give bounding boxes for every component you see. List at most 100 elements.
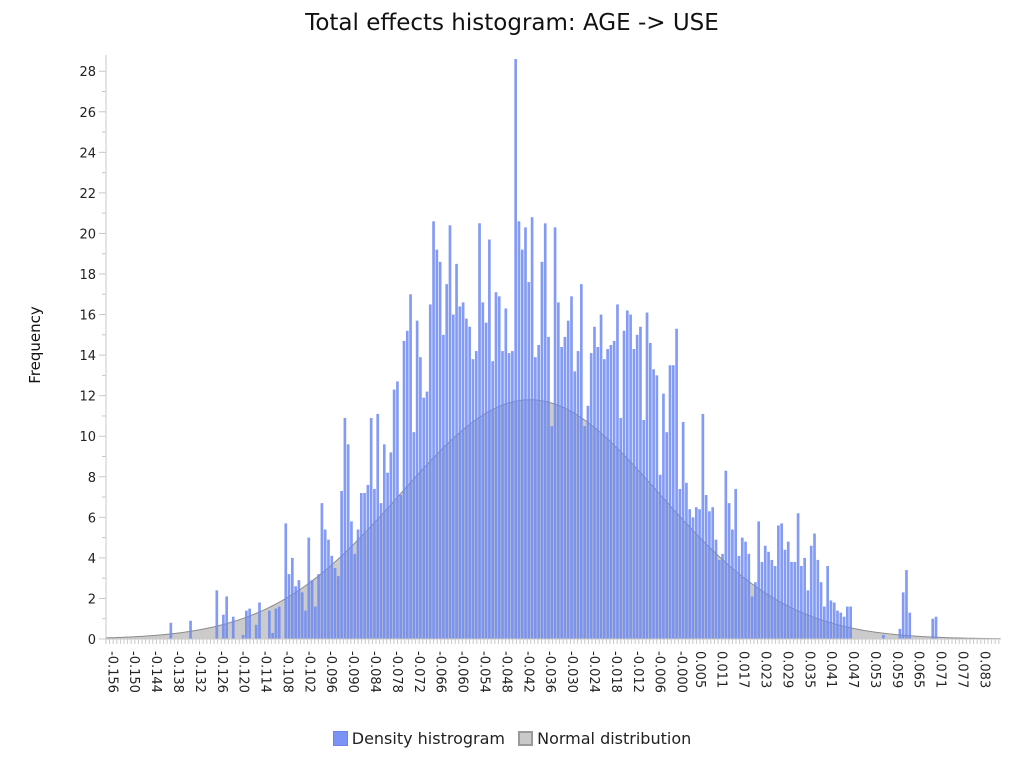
x-tick-label: 0.023 xyxy=(758,651,773,688)
histogram-bar xyxy=(586,405,590,639)
histogram-bar xyxy=(254,624,258,639)
histogram-bar xyxy=(343,417,347,639)
legend-item-histogram[interactable]: Density histrogram xyxy=(332,729,505,748)
x-tick-label: 0.017 xyxy=(736,651,751,688)
x-tick-label: -0.078 xyxy=(389,651,404,693)
histogram-bar xyxy=(530,217,534,639)
x-tick-label: -0.024 xyxy=(586,651,601,693)
histogram-bar xyxy=(609,344,613,639)
histogram-bar xyxy=(507,353,511,639)
histogram-bar xyxy=(655,375,659,639)
histogram-bar xyxy=(750,596,754,639)
histogram-bar xyxy=(448,225,452,639)
histogram-bar xyxy=(215,590,219,639)
x-tick-label: -0.132 xyxy=(192,651,207,693)
histogram-bar xyxy=(524,227,527,640)
histogram-bar xyxy=(566,320,570,639)
x-tick-label: -0.138 xyxy=(170,651,185,693)
histogram-bar xyxy=(688,509,692,639)
x-tick-label: 0.047 xyxy=(845,651,860,688)
histogram-bar xyxy=(389,452,393,639)
x-tick-label: 0.011 xyxy=(714,651,729,688)
x-tick-label: -0.054 xyxy=(477,651,492,693)
x-tick-label: -0.066 xyxy=(433,651,448,693)
x-tick-label: -0.108 xyxy=(279,651,294,693)
histogram-bar xyxy=(527,282,531,639)
histogram-bar xyxy=(898,628,902,639)
histogram-bar xyxy=(478,223,481,639)
x-tick-label: -0.072 xyxy=(411,651,426,693)
histogram-bar xyxy=(284,523,288,639)
histogram-bar xyxy=(790,561,793,639)
histogram-bar xyxy=(829,600,833,639)
histogram-bar xyxy=(540,261,544,639)
x-tick-label: -0.012 xyxy=(630,651,645,693)
x-tick-label: 0.005 xyxy=(692,651,707,688)
histogram-bar xyxy=(474,351,478,639)
histogram-bar xyxy=(320,503,324,639)
x-tick-label: 0.035 xyxy=(801,651,816,688)
histogram-bar xyxy=(809,545,813,639)
histogram-bar xyxy=(333,568,337,639)
histogram-bar xyxy=(668,365,672,639)
histogram-bar xyxy=(839,612,843,639)
histogram-bar xyxy=(336,576,340,639)
histogram-bar xyxy=(520,249,524,640)
histogram-bar xyxy=(731,529,734,639)
legend-item-normal[interactable]: Normal distribution xyxy=(518,729,691,748)
histogram-bar xyxy=(576,351,580,639)
x-tick-label: 0.029 xyxy=(779,651,794,688)
y-tick-label: 12 xyxy=(79,390,96,405)
histogram-bar xyxy=(435,249,439,640)
y-tick-label: 4 xyxy=(88,552,96,567)
histogram-bar xyxy=(734,488,738,639)
histogram-bar xyxy=(849,606,852,639)
histogram-bar xyxy=(557,302,560,639)
histogram-bar xyxy=(222,614,225,639)
histogram-bar xyxy=(428,304,432,639)
normal-swatch-icon xyxy=(518,731,534,746)
histogram-bar xyxy=(241,634,245,639)
x-tick-label: 0.053 xyxy=(867,651,882,688)
histogram-bar xyxy=(806,590,810,639)
histogram-bar xyxy=(534,357,537,639)
x-tick-label: -0.150 xyxy=(126,651,141,693)
histogram-bar xyxy=(461,302,465,639)
histogram-bar xyxy=(632,349,636,639)
histogram-bar xyxy=(819,582,823,639)
histogram-swatch-icon xyxy=(332,731,348,746)
histogram-bar xyxy=(622,330,626,639)
histogram-bar xyxy=(432,221,435,639)
histogram-bar xyxy=(189,620,192,639)
histogram-bar xyxy=(846,606,849,639)
histogram-bar xyxy=(504,308,508,639)
histogram-bar xyxy=(681,422,685,639)
histogram-bar xyxy=(905,570,908,639)
histogram-bar xyxy=(796,513,800,639)
histogram-bar xyxy=(501,351,504,639)
histogram-bar xyxy=(704,495,708,639)
histogram-bar xyxy=(363,493,366,639)
x-tick-label: -0.006 xyxy=(652,651,667,693)
histogram-bar xyxy=(353,553,357,639)
histogram-bar xyxy=(573,371,577,639)
histogram-bar xyxy=(662,393,665,639)
histogram-bar xyxy=(580,284,583,639)
histogram-bar xyxy=(514,59,517,640)
histogram-bar xyxy=(402,340,406,639)
histogram-bar xyxy=(747,553,751,639)
histogram-bar xyxy=(721,553,724,639)
histogram-bar xyxy=(455,263,458,639)
histogram-bar xyxy=(442,334,445,639)
histogram-bar xyxy=(714,539,718,639)
histogram-bar xyxy=(297,580,301,639)
y-tick-label: 22 xyxy=(79,187,96,202)
x-tick-label: -0.126 xyxy=(214,651,229,693)
histogram-bar xyxy=(373,488,376,639)
histogram-bar xyxy=(931,618,935,639)
histogram-bar xyxy=(842,616,846,639)
histogram-bar xyxy=(392,389,396,639)
histogram-bar xyxy=(780,523,784,639)
histogram-bar xyxy=(517,221,521,639)
